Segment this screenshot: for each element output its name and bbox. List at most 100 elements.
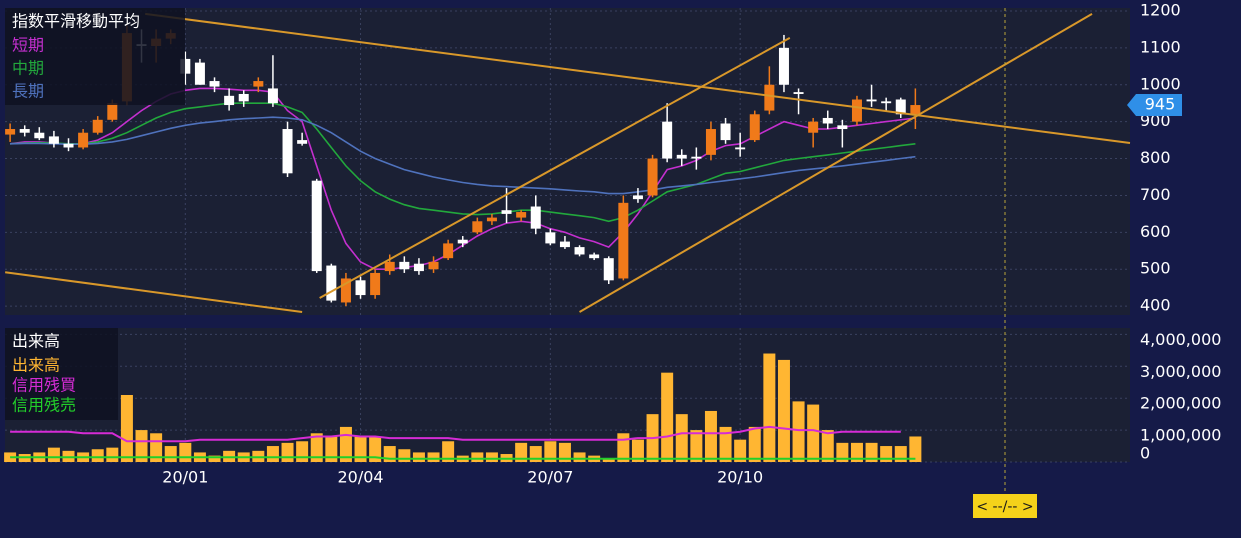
candle-body (749, 114, 760, 141)
y-tick-label: 4,000,000 (1140, 330, 1221, 349)
volume-bar (850, 442, 863, 462)
volume-bar (558, 442, 571, 462)
volume-bar (544, 441, 557, 462)
volume-bar (325, 436, 338, 462)
margin-line (10, 456, 916, 460)
volume-bar (734, 439, 747, 462)
legend-entry: 信用残買 (12, 376, 76, 395)
price-tag-label: 945 (1145, 95, 1176, 114)
candle-body (808, 121, 819, 133)
volume-bar (369, 436, 382, 462)
candle-body (822, 117, 833, 124)
volume-bar (777, 359, 790, 462)
volume-bar (763, 353, 776, 462)
volume-bar (47, 447, 60, 462)
volume-bar (748, 426, 761, 462)
cursor-label[interactable]: < --/-- > (976, 499, 1033, 515)
candle-body (340, 278, 351, 303)
volume-bar (164, 446, 177, 462)
candle-body (793, 92, 804, 94)
candle-body (910, 105, 921, 115)
candle-body (63, 143, 74, 148)
candle-body (297, 140, 308, 144)
y-tick-label: 1,000,000 (1140, 426, 1221, 445)
candle-body (311, 180, 322, 272)
volume-bar (427, 452, 440, 462)
volume-bar (807, 404, 820, 462)
candle-body (778, 47, 789, 85)
volume-bar (266, 446, 279, 462)
candle-body (78, 132, 89, 148)
candle-body (501, 210, 512, 214)
volume-bar (836, 442, 849, 462)
volume-bar (442, 441, 455, 462)
candle-body (618, 202, 629, 279)
legend-entry: 信用残売 (12, 396, 76, 415)
candle-body (881, 101, 892, 104)
x-tick-label: 20/01 (162, 468, 208, 487)
margin-line (10, 425, 901, 443)
volume-bar (310, 433, 323, 462)
candle-body (282, 129, 293, 174)
candle-body (48, 136, 59, 144)
candle-body (267, 88, 278, 104)
trend-line (579, 13, 1093, 313)
candle-body (457, 239, 468, 244)
candle-body (238, 93, 249, 102)
candle-body (486, 217, 497, 222)
volume-bar (719, 426, 732, 462)
price-tag (1127, 94, 1182, 117)
candle-body (19, 129, 30, 133)
candle-body (224, 95, 235, 106)
legend-entry: 出来高 (12, 356, 60, 375)
candle-body (603, 258, 614, 281)
candle-body (647, 158, 658, 196)
candle-body (399, 261, 410, 270)
x-tick-label: 20/10 (717, 468, 763, 487)
y-tick-label: 1100 (1140, 37, 1181, 56)
ma-legend-title: 指数平滑移動平均 (12, 12, 140, 31)
ma-line (10, 116, 916, 195)
candle-body (837, 125, 848, 130)
legend-entry: 長期 (12, 82, 44, 101)
volume-bar (821, 430, 834, 462)
trend-line (319, 37, 791, 299)
y-tick-label: 700 (1140, 185, 1171, 204)
volume-bar (690, 430, 703, 462)
candle-body (735, 147, 746, 150)
candle-body (34, 132, 45, 139)
candle-body (443, 243, 454, 259)
volume-legend-box (5, 328, 118, 420)
volume-bar (704, 410, 717, 462)
x-tick-label: 20/07 (527, 468, 573, 487)
candle-body (530, 206, 541, 229)
y-tick-label: 600 (1140, 222, 1171, 241)
candle-body (895, 99, 906, 115)
volume-bar (398, 449, 411, 462)
candle-body (632, 195, 643, 200)
y-tick-label: 800 (1140, 148, 1171, 167)
volume-bar (909, 436, 922, 462)
legend-entry: 短期 (12, 36, 44, 55)
y-tick-label: 0 (1140, 444, 1150, 463)
candle-body (662, 121, 673, 159)
legend-entry: 中期 (12, 59, 44, 78)
candle-body (574, 247, 585, 255)
candle-body (355, 280, 366, 296)
ma-legend-box (5, 8, 185, 105)
y-tick-label: 3,000,000 (1140, 362, 1221, 381)
volume-bar (602, 458, 615, 462)
candle-body (720, 123, 731, 141)
cursor-box[interactable] (973, 494, 1037, 518)
volume-bar (91, 449, 104, 462)
volume-bar (106, 447, 119, 462)
volume-bar (179, 442, 192, 462)
candle-body (5, 129, 16, 135)
candle-body (370, 272, 381, 296)
candle-body (180, 58, 191, 74)
y-tick-label: 500 (1140, 259, 1171, 278)
candle-body (676, 154, 687, 159)
candle-body (705, 129, 716, 155)
y-tick-label: 2,000,000 (1140, 394, 1221, 413)
